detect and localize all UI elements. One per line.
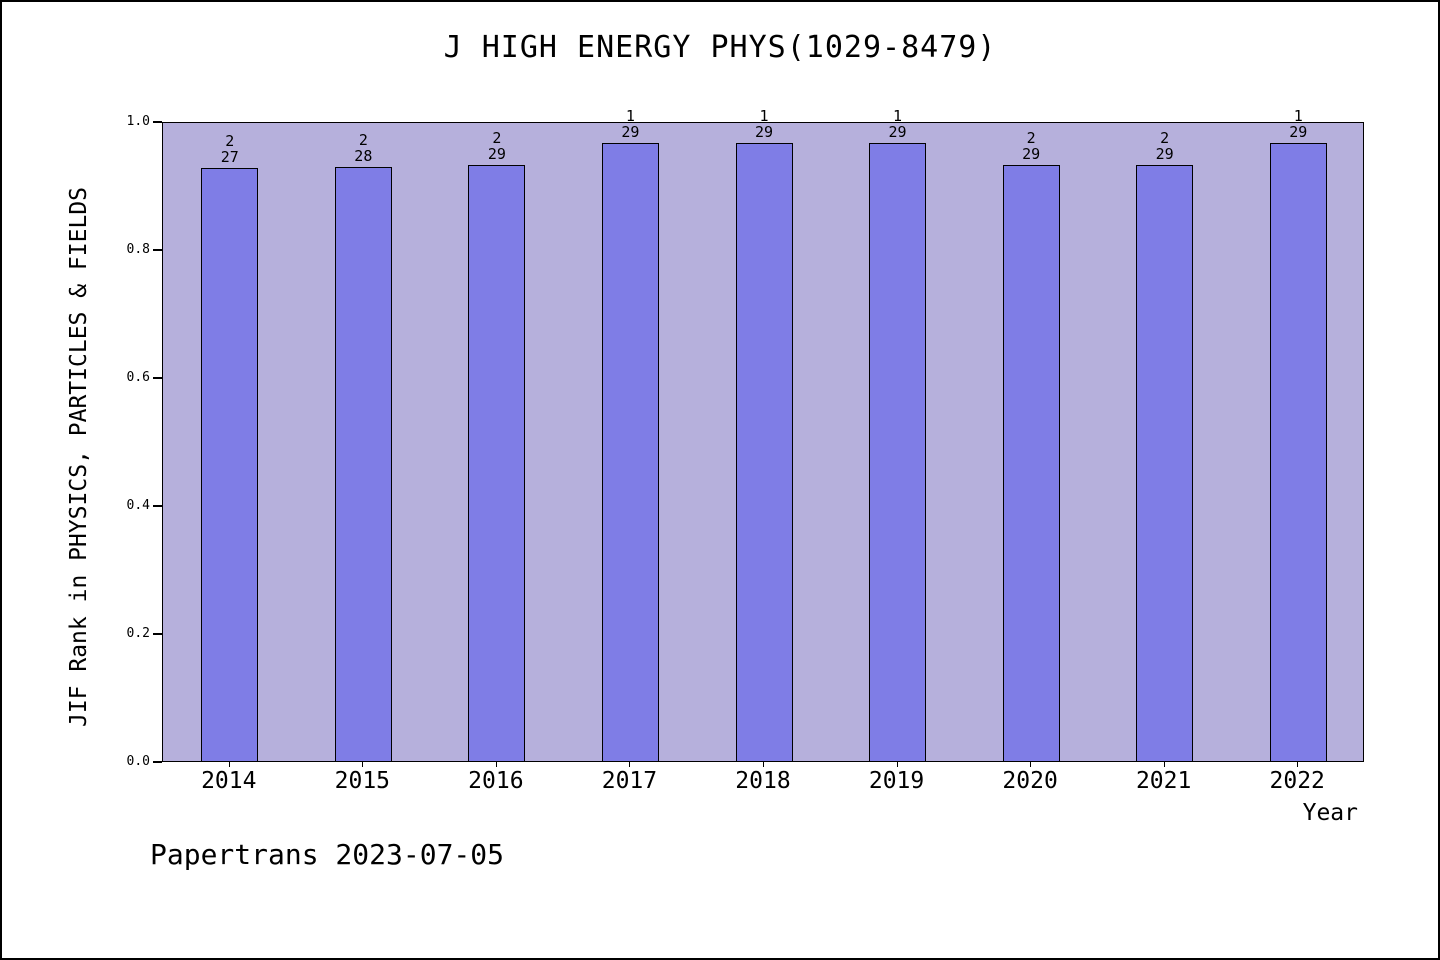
- bar-2021: [1136, 165, 1194, 761]
- x-tick-mark: [629, 762, 631, 767]
- x-tick-mark: [763, 762, 764, 767]
- bar-2015: [334, 167, 392, 761]
- y-tick-mark: [153, 633, 162, 635]
- y-tick-label: 1.0: [126, 114, 150, 129]
- plot-area: 2 27 2 28 2 29 1 29 1 29 1 29 2 29 2 29 1 29: [162, 108, 1364, 762]
- bar-total-label: 29: [1022, 145, 1041, 164]
- bar-total-label: 29: [1289, 123, 1308, 142]
- bar-total-label: 29: [888, 123, 907, 142]
- bar-fraction-label-2015: 2 28: [323, 132, 403, 164]
- bar-2017: [601, 143, 659, 761]
- y-tick-label: 0.0: [126, 754, 150, 769]
- bar-2022: [1269, 143, 1327, 761]
- bar-rank-label: 2: [358, 130, 368, 149]
- bar-total-label: 27: [220, 148, 239, 167]
- x-tick-label-2018: 2018: [735, 768, 791, 794]
- x-tick-mark: [1030, 762, 1032, 767]
- chart-title: J HIGH ENERGY PHYS(1029-8479): [443, 30, 997, 65]
- y-tick-mark: [153, 505, 162, 507]
- y-tick-label: 0.4: [126, 498, 150, 513]
- y-tick-mark: [153, 377, 162, 379]
- bar-rank-label: 2: [492, 129, 502, 148]
- bar-fraction-label-2018: 1 29: [724, 108, 804, 140]
- bar-2014: [201, 168, 259, 761]
- y-axis-label: JIF Rank in PHYSICS, PARTICLES & FIELDS: [66, 186, 92, 728]
- y-tick-label: 0.8: [126, 242, 150, 257]
- x-tick-mark: [362, 762, 364, 767]
- bar-rank-label: 1: [625, 107, 635, 126]
- bar-rank-label: 2: [1160, 129, 1170, 148]
- bar-fraction-label-2014: 2 27: [190, 133, 270, 165]
- bar-rank-label: 2: [1026, 129, 1036, 148]
- y-tick-label: 0.6: [126, 370, 150, 385]
- x-tick-mark: [228, 762, 230, 767]
- bar-total-label: 29: [754, 123, 774, 142]
- x-tick-label-2020: 2020: [1002, 768, 1058, 794]
- bar-fraction-label-2021: 2 29: [1125, 130, 1205, 162]
- bar-rank-label: 1: [759, 107, 769, 126]
- bar-fraction-label-2017: 1 29: [590, 108, 670, 140]
- bar-2020: [1002, 165, 1060, 761]
- bar-fraction-label-2020: 2 29: [991, 130, 1071, 162]
- bar-2019: [869, 143, 927, 761]
- x-tick-label-2014: 2014: [201, 768, 257, 794]
- x-axis-label: Year: [1302, 800, 1358, 826]
- bar-2018: [735, 143, 793, 761]
- bar-rank-label: 1: [1293, 107, 1303, 126]
- bar-rank-label: 1: [893, 107, 903, 126]
- x-tick-label-2022: 2022: [1269, 768, 1325, 794]
- x-tick-mark: [896, 762, 898, 767]
- x-tick-mark: [1163, 762, 1165, 767]
- x-tick-mark: [495, 762, 497, 767]
- y-tick-label: 0.2: [126, 626, 150, 641]
- bar-fraction-label-2022: 1 29: [1258, 108, 1338, 140]
- bar-fraction-label-2019: 1 29: [858, 108, 938, 140]
- bar-total-label: 29: [621, 123, 640, 142]
- bar-total-label: 29: [1155, 145, 1174, 164]
- y-tick-mark: [153, 249, 162, 251]
- x-tick-label-2015: 2015: [334, 768, 391, 794]
- y-tick-mark: [153, 121, 162, 123]
- bar-total-label: 28: [354, 146, 373, 165]
- bar-2016: [468, 165, 526, 761]
- footer-text: Papertrans 2023-07-05: [150, 838, 505, 871]
- x-tick-label-2017: 2017: [601, 768, 658, 794]
- y-tick-mark: [153, 761, 162, 763]
- bar-total-label: 29: [487, 145, 506, 164]
- x-tick-label-2019: 2019: [868, 768, 925, 794]
- x-tick-mark: [1297, 762, 1299, 767]
- bar-rank-label: 2: [225, 132, 235, 151]
- x-tick-label-2016: 2016: [468, 768, 524, 794]
- x-tick-label-2021: 2021: [1135, 768, 1192, 794]
- bar-fraction-label-2016: 2 29: [457, 130, 537, 162]
